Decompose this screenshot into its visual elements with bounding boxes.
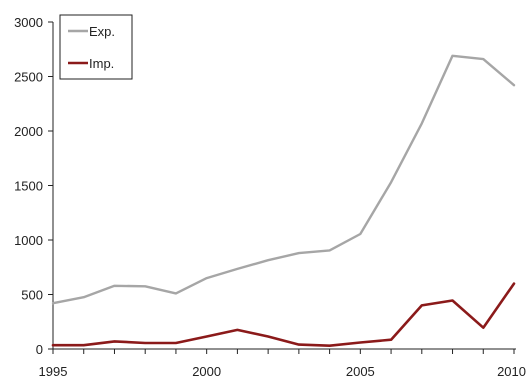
x-tick-label: 1995: [39, 364, 68, 379]
y-tick-label: 500: [21, 288, 43, 303]
y-axis-ticks: 0 500 1000 1500 2000 2500 3000: [14, 15, 53, 357]
y-tick-label: 1500: [14, 179, 43, 194]
legend-label-exp: Exp.: [89, 24, 115, 39]
legend: Exp. Imp.: [59, 14, 133, 80]
legend-label-imp: Imp.: [89, 56, 114, 71]
x-tick-label: 2005: [346, 364, 375, 379]
y-tick-label: 2500: [14, 70, 43, 85]
series-line-exp: [51, 54, 516, 305]
series-lines: [51, 54, 516, 348]
x-axis-ticks: 1995 2000 2005 2010: [39, 349, 526, 379]
series-line-imp: [51, 282, 516, 348]
y-tick-label: 0: [36, 342, 43, 357]
legend-box: [59, 14, 133, 80]
legend-items: Exp. Imp.: [68, 24, 115, 71]
y-tick-label: 2000: [14, 124, 43, 139]
y-tick-label: 1000: [14, 233, 43, 248]
x-tick-label: 2010: [497, 364, 526, 379]
y-tick-label: 3000: [14, 15, 43, 30]
x-tick-label: 2000: [192, 364, 221, 379]
